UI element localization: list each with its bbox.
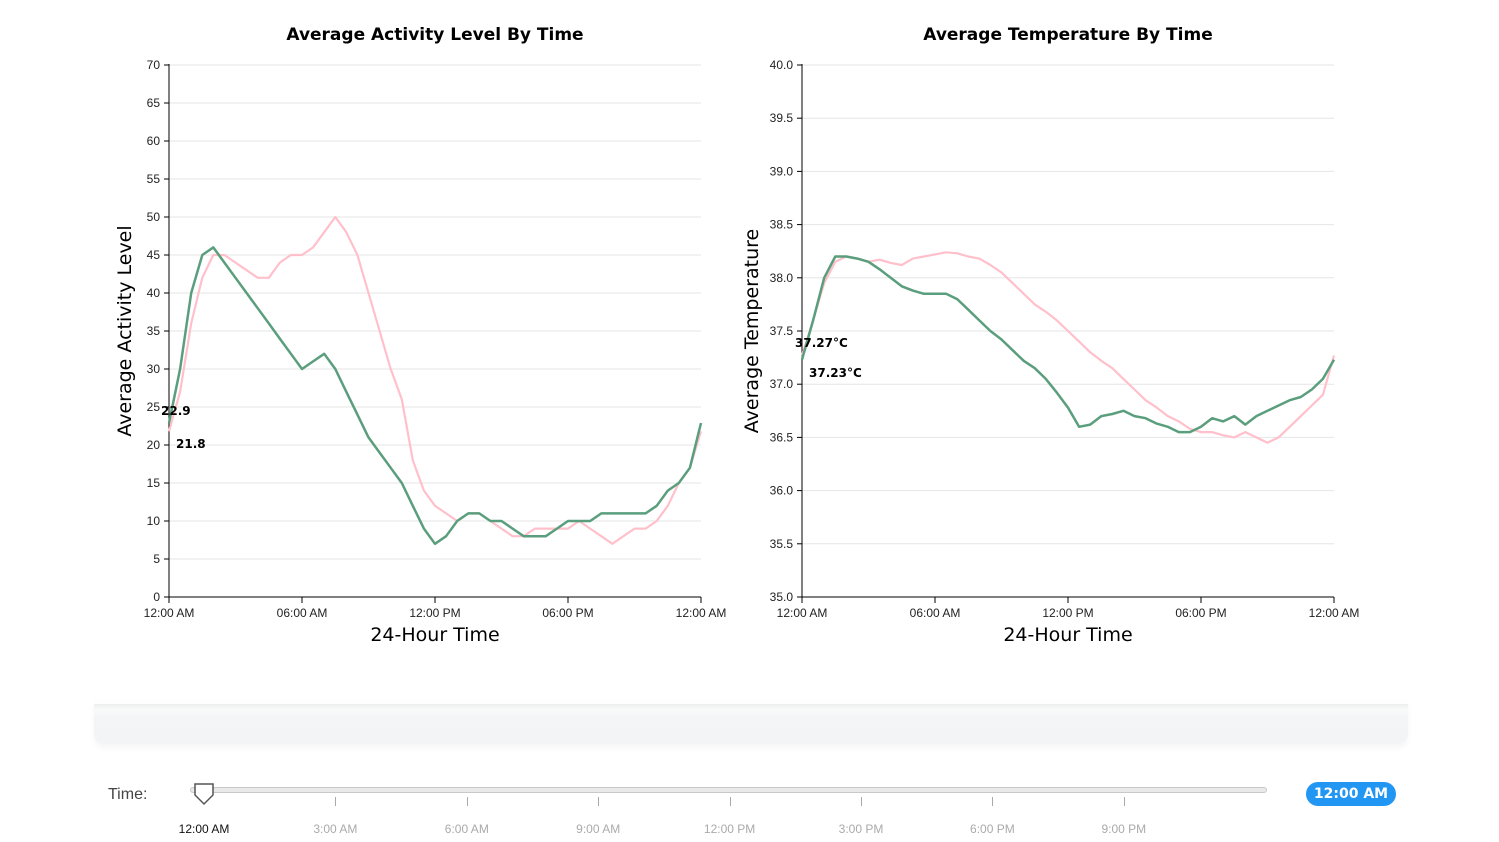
y-tick-label: 40.0 [770, 58, 794, 72]
x-tick-label: 12:00 PM [409, 606, 460, 620]
temperature-chart: Average Temperature By Time 35.0 35.5 36.0… [741, 25, 1359, 646]
y-tick-label: 35.0 [770, 590, 794, 604]
slider-tick-label[interactable]: 9:00 AM [576, 822, 621, 836]
y-tick-label: 20 [147, 438, 161, 452]
temperature-y-axis-label: Average Temperature [741, 229, 763, 433]
time-slider-label: Time: [108, 786, 148, 803]
y-tick-label: 37.5 [770, 324, 794, 338]
y-tick-label: 38.5 [770, 218, 794, 232]
current-time-badge: 12:00 AM [1306, 782, 1396, 806]
temperature-series [800, 251, 1336, 444]
slider-tick-label[interactable]: 3:00 PM [838, 822, 884, 836]
y-tick-label: 40 [147, 286, 161, 300]
y-tick-label: 39.0 [770, 164, 794, 178]
x-tick-label: 12:00 AM [777, 606, 828, 620]
y-tick-label: 70 [147, 58, 161, 72]
slider-thumb-shape [194, 783, 214, 806]
x-tick-label: 12:00 AM [1309, 606, 1360, 620]
temperature-x-axis-label: 24-Hour Time [1003, 624, 1132, 646]
y-tick-label: 55 [147, 172, 161, 186]
activity-series [167, 215, 703, 546]
slider-tick-label[interactable]: 6:00 AM [444, 822, 489, 836]
y-tick-label: 5 [153, 552, 160, 566]
x-tick-label: 06:00 PM [542, 606, 593, 620]
slider-tick [861, 797, 862, 806]
temperature-y-axis: 35.0 35.5 36.0 36.5 37.0 37.5 38.0 38.5 39.0 39.5… [770, 58, 803, 604]
activity-grid [169, 64, 701, 598]
activity-x-axis-label: 24-Hour Time [370, 624, 499, 646]
y-tick-label: 35 [147, 324, 161, 338]
series-line-green [167, 246, 703, 546]
y-tick-label: 10 [147, 514, 161, 528]
y-tick-label: 38.0 [770, 271, 794, 285]
temperature-chart-title: Average Temperature By Time [923, 25, 1212, 45]
series-line-pink [167, 215, 703, 545]
slider-tick [466, 797, 468, 806]
y-tick-label: 30 [147, 362, 161, 376]
x-tick-label: 12:00 PM [1042, 606, 1093, 620]
series-line-pink [800, 251, 1336, 444]
activity-chart-title: Average Activity Level By Time [286, 25, 583, 45]
y-tick-label: 35.5 [770, 537, 794, 551]
activity-chart: Average Activity Level By Time 0 5 10 15 20 2… [114, 25, 726, 646]
y-tick-label: 65 [147, 96, 161, 110]
y-tick-label: 0 [153, 590, 160, 604]
charts-canvas: Average Activity Level By Time 0 5 10 15 20 2… [114, 25, 1359, 646]
y-tick-label: 36.5 [770, 430, 794, 444]
y-tick-label: 45 [147, 248, 161, 262]
temperature-value-label-pink: 37.27°C [795, 336, 848, 350]
x-tick-label: 06:00 PM [1175, 606, 1226, 620]
temperature-x-axis: 12:00 AM 06:00 AM 12:00 PM 06:00 PM 12:00 AM [777, 596, 1360, 620]
slider-tick [1123, 797, 1125, 806]
controls-panel-shade [94, 704, 1408, 710]
time-slider-thumb[interactable] [193, 782, 215, 806]
slider-tick-label[interactable]: 12:00 AM [178, 822, 230, 836]
x-tick-label: 12:00 AM [144, 606, 195, 620]
series-line-green [800, 255, 1336, 434]
y-tick-label: 37.0 [770, 377, 794, 391]
activity-value-label-pink: 21.8 [176, 437, 206, 451]
y-tick-label: 15 [147, 476, 161, 490]
y-tick-label: 25 [147, 400, 161, 414]
slider-tick [729, 797, 731, 806]
slider-tick-label[interactable]: 3:00 AM [313, 822, 358, 836]
controls-panel [94, 700, 1408, 744]
slider-tick [992, 797, 994, 806]
y-tick-label: 60 [147, 134, 161, 148]
x-tick-label: 06:00 AM [910, 606, 961, 620]
activity-y-axis-label: Average Activity Level [114, 225, 136, 436]
x-tick-label: 12:00 AM [676, 606, 727, 620]
activity-value-label-green: 22.9 [161, 404, 191, 418]
slider-tick-label[interactable]: 9:00 PM [1101, 822, 1147, 836]
y-tick-label: 36.0 [770, 484, 794, 498]
activity-y-axis: 0 5 10 15 20 25 30 35 40 45 50 55 60 65 70 [147, 58, 170, 604]
activity-x-axis: 12:00 AM 06:00 AM 12:00 PM 06:00 PM 12:00 AM [144, 596, 727, 620]
temperature-value-label-green: 37.23°C [809, 366, 862, 380]
y-tick-label: 39.5 [770, 111, 794, 125]
slider-tick [598, 797, 600, 806]
time-slider-track[interactable] [190, 787, 1267, 793]
slider-tick-label[interactable]: 6:00 PM [970, 822, 1015, 836]
slider-tick [335, 797, 337, 806]
x-tick-label: 06:00 AM [277, 606, 328, 620]
slider-tick-label[interactable]: 12:00 PM [703, 822, 756, 836]
y-tick-label: 50 [147, 210, 161, 224]
